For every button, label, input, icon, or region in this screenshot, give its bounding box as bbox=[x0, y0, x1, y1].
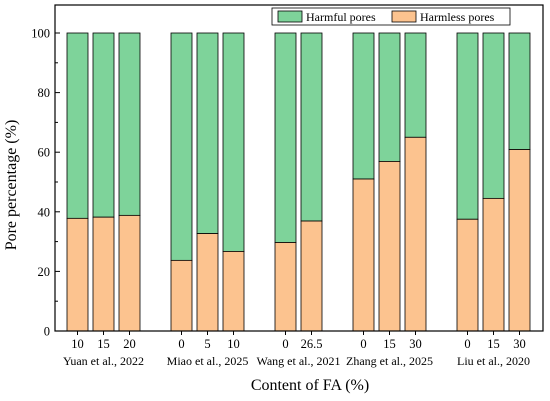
y-tick-label: 100 bbox=[31, 27, 50, 41]
x-tick-label: 0 bbox=[464, 337, 470, 351]
legend-label: Harmless pores bbox=[420, 10, 495, 24]
group-label: Miao et al., 2025 bbox=[167, 354, 249, 368]
bar-harmless bbox=[118, 214, 141, 332]
x-tick-label: 10 bbox=[71, 337, 84, 351]
bar-harmless bbox=[508, 149, 531, 332]
legend-box bbox=[271, 7, 511, 26]
y-tick-label: 20 bbox=[38, 265, 51, 279]
bar-harmful bbox=[274, 32, 297, 243]
y-tick-label: 40 bbox=[38, 205, 51, 219]
x-tick-label: 30 bbox=[409, 337, 422, 351]
x-tick-label: 10 bbox=[227, 337, 240, 351]
x-tick-label: 0 bbox=[360, 337, 366, 351]
bar-harmless bbox=[404, 136, 427, 332]
bar-harmless bbox=[352, 178, 375, 332]
y-tick-label: 0 bbox=[44, 325, 50, 339]
bar-harmless bbox=[170, 259, 193, 332]
bar-harmless bbox=[378, 161, 401, 332]
x-tick-label: 26.5 bbox=[301, 337, 323, 351]
bar-harmful bbox=[222, 32, 245, 252]
bar-harmful bbox=[378, 32, 401, 162]
x-tick-label: 0 bbox=[178, 337, 184, 351]
bar-harmful bbox=[196, 32, 219, 234]
legend-swatch bbox=[391, 10, 417, 23]
bar-harmful bbox=[508, 32, 531, 150]
group-label: Yuan et al., 2022 bbox=[63, 354, 144, 368]
bar-harmless bbox=[196, 233, 219, 332]
axes-layer: 10 15 20 Yuan et al., 2022 0 5 10 Miao et al., … bbox=[31, 4, 544, 368]
bar-harmful bbox=[482, 32, 505, 199]
x-tick-label: 30 bbox=[513, 337, 526, 351]
bar-harmful bbox=[404, 32, 427, 138]
bar-harmless bbox=[274, 242, 297, 332]
bar-harmless bbox=[456, 218, 479, 332]
legend-swatch bbox=[277, 10, 303, 23]
bar-harmful bbox=[92, 32, 115, 218]
bar-harmful bbox=[456, 32, 479, 220]
x-tick-label: 0 bbox=[282, 337, 288, 351]
bar-harmful bbox=[352, 32, 375, 180]
bar-harmful bbox=[118, 32, 141, 216]
x-tick-label: 15 bbox=[97, 337, 110, 351]
group-label: Liu et al., 2020 bbox=[457, 354, 530, 368]
group-label: Wang et al., 2021 bbox=[256, 354, 340, 368]
bar-harmless bbox=[482, 197, 505, 332]
x-tick-label: 15 bbox=[487, 337, 500, 351]
bar-harmful bbox=[66, 32, 89, 219]
bar-harmful bbox=[300, 32, 323, 222]
bars-layer bbox=[66, 32, 531, 332]
x-tick-label: 20 bbox=[123, 337, 136, 351]
bar-harmless bbox=[66, 217, 89, 332]
x-tick-label: 5 bbox=[204, 337, 210, 351]
x-axis-title: Content of FA (%) bbox=[251, 377, 369, 394]
legend: Harmful pores Harmless pores bbox=[271, 7, 511, 26]
group-label: Zhang et al., 2025 bbox=[346, 354, 433, 368]
y-tick-label: 80 bbox=[38, 86, 51, 100]
legend-label: Harmful pores bbox=[306, 10, 376, 24]
x-tick-label: 15 bbox=[383, 337, 396, 351]
bar-harmless bbox=[222, 251, 245, 332]
bar-harmful bbox=[170, 32, 193, 261]
bar-harmless bbox=[300, 220, 323, 332]
plot-frame bbox=[54, 4, 544, 332]
y-axis-title: Pore percentage (%) bbox=[3, 120, 20, 251]
bar-harmless bbox=[92, 216, 115, 332]
y-tick-label: 60 bbox=[38, 146, 51, 160]
